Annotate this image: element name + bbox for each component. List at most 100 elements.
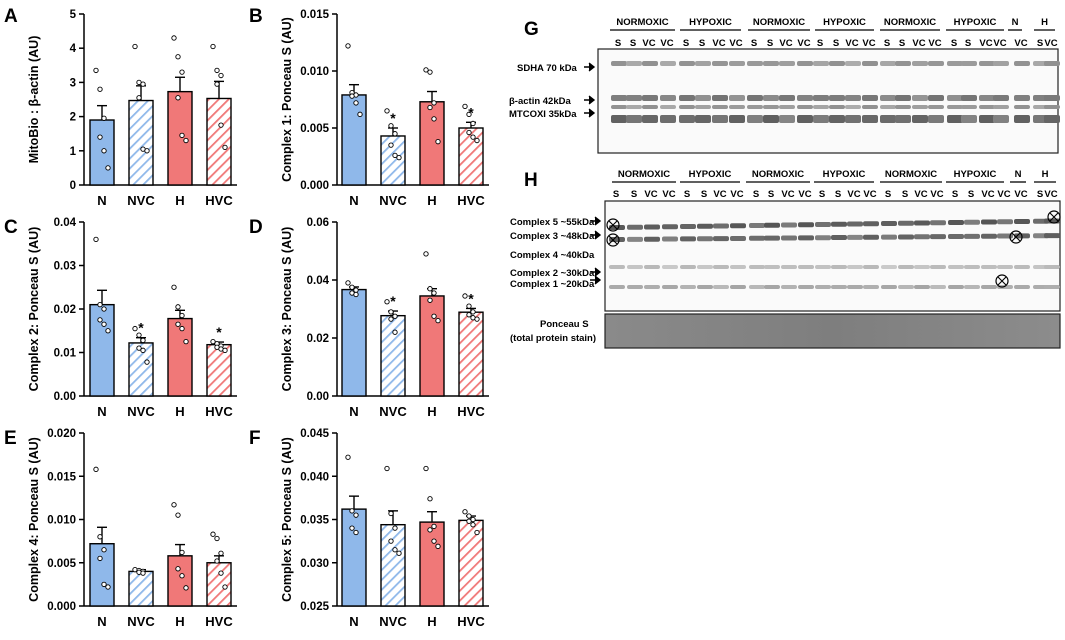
band: [1014, 285, 1030, 289]
bar-NVC: [128, 99, 154, 186]
x-tick-label-NVC: NVC: [127, 614, 155, 629]
band: [1044, 61, 1060, 66]
data-point: [474, 316, 480, 322]
lane-label: S: [684, 189, 690, 200]
data-point: [183, 585, 189, 591]
band: [763, 61, 779, 66]
band: [881, 285, 897, 289]
band: [611, 115, 627, 123]
lane-label: S: [902, 189, 908, 200]
band: [997, 265, 1013, 269]
panel-F-chart: F Complex 5: Ponceau S (AU) 0.025 0.030 0.03…: [249, 428, 489, 629]
band: [713, 223, 729, 229]
group-header: NORMOXIC: [753, 17, 805, 28]
lane-label: VC: [1044, 189, 1057, 200]
lane-label: S: [699, 38, 705, 49]
lane-label: VC: [642, 38, 655, 49]
data-point: [210, 338, 216, 345]
x-tick-label-H: H: [427, 193, 436, 208]
data-point: [136, 332, 142, 338]
band: [831, 265, 847, 269]
group-header: HYPOXIC: [823, 169, 866, 180]
band: [930, 285, 946, 289]
bar-HVC: [206, 562, 232, 607]
data-point: [218, 550, 224, 556]
band: [797, 115, 813, 123]
band: [781, 222, 797, 228]
x-tick-label-H: H: [427, 614, 436, 629]
band: [847, 234, 863, 240]
band: [627, 265, 643, 269]
band: [881, 221, 897, 226]
data-point: [101, 581, 107, 588]
band: [609, 285, 625, 289]
lane-label: S: [899, 38, 905, 49]
band: [831, 285, 847, 289]
band: [993, 115, 1009, 123]
data-point: [353, 512, 359, 518]
group-header: H: [1042, 169, 1049, 180]
x-tick-label-NVC: NVC: [379, 404, 407, 419]
band: [914, 265, 930, 269]
x-tick-label-N: N: [349, 193, 358, 208]
x-tick-label-HVC: HVC: [457, 193, 485, 208]
lane-label: VC: [997, 189, 1010, 200]
data-point: [427, 69, 433, 75]
band: [815, 222, 831, 227]
band: [912, 95, 928, 101]
data-point: [144, 148, 150, 154]
marker-complex2: Complex 2 ~30kDa: [510, 268, 595, 279]
blot-G-markers: SDHA 70 kDa β-actin 42kDa MTCOXI 35kDa: [509, 62, 596, 120]
y-tick-label: 0.04: [54, 217, 77, 229]
data-point: [388, 538, 394, 544]
band: [729, 115, 745, 123]
lane-label: S: [817, 38, 823, 49]
band: [695, 105, 711, 109]
band: [1014, 95, 1030, 101]
band: [747, 105, 763, 109]
bar-NVC: [380, 135, 406, 186]
panel-label-C: C: [4, 217, 18, 238]
band: [895, 95, 911, 101]
data-point: [392, 313, 398, 319]
band: [863, 234, 879, 240]
y-tick-label: 0.015: [47, 471, 76, 483]
y-axis-label: Complex 2: Ponceau S (AU): [27, 227, 41, 392]
lane-label: VC: [662, 189, 675, 200]
marker-complex1-arrow: [590, 275, 602, 285]
data-point: [171, 284, 177, 290]
band: [662, 265, 678, 269]
data-point: [97, 534, 103, 540]
y-tick-label: 0.000: [300, 180, 329, 192]
band: [979, 115, 995, 123]
band: [1044, 115, 1060, 123]
data-point: [105, 584, 111, 590]
data-point: [140, 81, 146, 87]
data-point: [183, 338, 189, 345]
y-tick-label: 3: [70, 77, 76, 89]
lane-label: VC: [912, 38, 925, 49]
band: [898, 220, 914, 226]
x-tick-label-N: N: [97, 193, 106, 208]
x-tick-label-NVC: NVC: [379, 193, 407, 208]
data-point: [427, 527, 433, 533]
data-point: [101, 547, 107, 553]
band: [662, 236, 678, 242]
data-point: [93, 67, 99, 74]
data-point: [423, 465, 429, 472]
band: [993, 105, 1009, 109]
band: [961, 61, 977, 66]
data-point: [222, 347, 228, 353]
data-point: [349, 508, 355, 514]
band: [847, 221, 863, 227]
panel-label-A: A: [4, 6, 18, 27]
band: [947, 105, 963, 109]
band: [697, 265, 713, 269]
band: [1014, 105, 1030, 109]
data-point: [179, 573, 185, 579]
band: [964, 265, 980, 269]
data-point: [470, 309, 476, 315]
lane-label: S: [1037, 38, 1043, 49]
data-point: [384, 299, 390, 305]
